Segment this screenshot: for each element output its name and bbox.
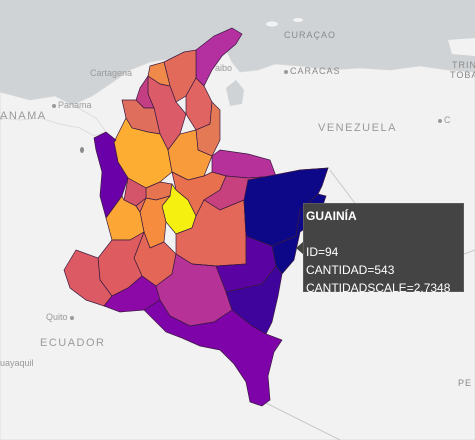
label-panama-text: Panama xyxy=(58,100,92,110)
tooltip-cantidadscale: CANTIDADSCALE=2.7348 xyxy=(306,281,451,295)
label-aibo: aibo xyxy=(215,63,233,73)
label-panama-country: ANAMA xyxy=(0,110,47,122)
label-ecuador: ECUADOR xyxy=(40,337,106,349)
label-tobago-text: C xyxy=(444,115,451,125)
label-cartagena: Cartagena xyxy=(90,68,133,78)
label-caracas-text: CARACAS xyxy=(290,66,341,76)
label-guayaquil: uayaquil xyxy=(0,358,34,368)
label-quito-text: Quito xyxy=(46,312,68,322)
dept-san-andres[interactable] xyxy=(80,147,84,153)
lake-maracaibo xyxy=(226,80,244,106)
label-curacao: CURAÇAO xyxy=(284,30,337,40)
dept-quindio[interactable] xyxy=(135,197,147,213)
tooltip-arrow xyxy=(296,241,304,255)
label-venezuela: VENEZUELA xyxy=(318,122,397,134)
tooltip-spacer xyxy=(306,225,463,243)
label-bottom-right: PE xyxy=(458,378,473,388)
hover-tooltip: GUAINÍA ID=94 CANTIDAD=543 CANTIDADSCALE… xyxy=(303,203,464,295)
curacao-island xyxy=(266,21,278,27)
tobago-dot-icon xyxy=(438,118,442,123)
label-quito: Quito xyxy=(46,312,76,322)
quito-dot-icon xyxy=(69,315,74,320)
panama-dot-icon xyxy=(52,103,56,108)
tooltip-cantidad: CANTIDAD=543 xyxy=(306,263,395,277)
aruba-island xyxy=(293,18,303,22)
dept-guainia-east[interactable] xyxy=(243,167,329,247)
label-caracas: CARACAS xyxy=(282,66,341,76)
dept-amazonas[interactable] xyxy=(143,299,283,407)
label-panama-city: Panama xyxy=(50,100,92,110)
caracas-dot-icon xyxy=(284,69,288,74)
border-peru-brazil xyxy=(259,399,341,440)
trinidad-island xyxy=(448,38,475,56)
tooltip-id: ID=94 xyxy=(306,245,339,259)
label-trinidad-2: TOBA xyxy=(450,70,475,80)
label-tobago-city: C xyxy=(436,115,451,125)
label-trinidad-1: TRIN xyxy=(452,60,475,70)
dept-choco[interactable] xyxy=(93,131,129,219)
central-america-land xyxy=(0,91,107,137)
tooltip-title: GUAINÍA xyxy=(306,209,357,223)
